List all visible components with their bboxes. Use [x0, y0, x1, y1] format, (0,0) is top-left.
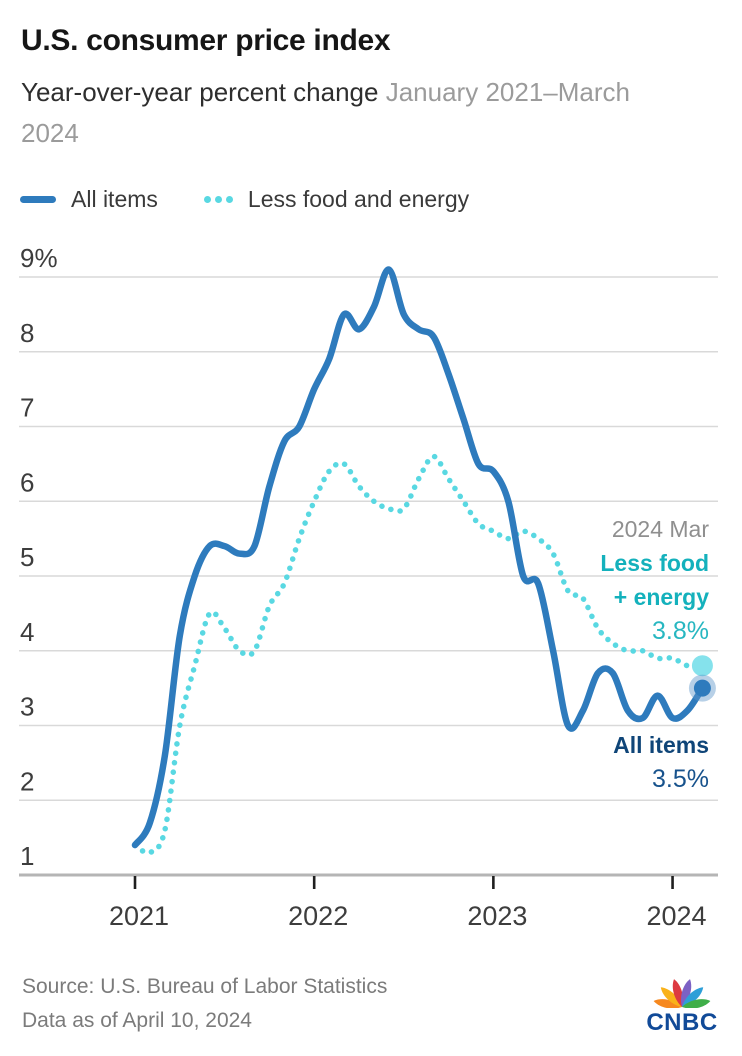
legend-label-core: Less food and energy — [247, 186, 470, 212]
page-title: U.S. consumer price index — [21, 24, 391, 57]
cnbc-wordmark: CNBC — [646, 1009, 718, 1036]
core-annotation-line1: Less food — [600, 550, 709, 576]
legend-item-all-items: All items — [20, 186, 158, 213]
subtitle-main: Year-over-year percent change — [21, 77, 379, 107]
chart-subtitle: Year-over-year percent change January 20… — [21, 72, 681, 154]
legend-item-core: Less food and energy — [203, 186, 470, 213]
solid-line-swatch-icon — [20, 196, 56, 203]
y-axis-label: 7 — [20, 393, 34, 423]
y-axis-label: 9% — [20, 243, 58, 273]
source-note: Source: U.S. Bureau of Labor Statistics … — [22, 970, 387, 1038]
all-items-endpoint-dot — [693, 679, 711, 697]
chart-plot-area: 9% 8 7 6 5 4 3 2 1 2021 2022 2023 2024 — [0, 230, 742, 940]
y-axis-label: 8 — [20, 318, 34, 348]
as-of-line: Data as of April 10, 2024 — [22, 1009, 252, 1032]
all-items-annotation-label: All items — [613, 732, 709, 758]
chart-legend: All items Less food and energy — [20, 186, 469, 213]
y-axis-label: 1 — [20, 841, 34, 871]
all-items-annotation-value: 3.5% — [652, 765, 709, 793]
x-axis-label: 2022 — [288, 901, 348, 931]
y-axis-label: 6 — [20, 467, 34, 497]
cnbc-logo: CNBC — [634, 968, 730, 1037]
y-axis-label: 2 — [20, 766, 34, 796]
subtitle-date-range: January 2021–March 2024 — [21, 77, 630, 148]
x-axis-label: 2024 — [647, 901, 707, 931]
core-endpoint-annotation: 2024 Mar Less food + energy 3.8% — [600, 512, 709, 648]
x-axis-label: 2023 — [467, 901, 527, 931]
annotation-date: 2024 Mar — [611, 516, 709, 542]
x-axis-label: 2021 — [109, 901, 169, 931]
legend-label-all-items: All items — [71, 186, 158, 212]
peacock-icon — [653, 979, 711, 1008]
core-endpoint-dot — [691, 655, 713, 677]
core-annotation-line2: + energy — [613, 584, 709, 610]
core-annotation-value: 3.8% — [652, 617, 709, 645]
y-axis-label: 5 — [20, 542, 34, 572]
source-line: Source: U.S. Bureau of Labor Statistics — [22, 975, 388, 998]
cpi-line-chart: 9% 8 7 6 5 4 3 2 1 2021 2022 2023 2024 — [19, 243, 718, 931]
y-axis-label: 4 — [20, 617, 34, 647]
y-axis-label: 3 — [20, 692, 34, 722]
series-line-less-food-and-energy — [132, 453, 706, 856]
all-items-endpoint-annotation: All items 3.5% — [613, 728, 709, 796]
dotted-line-swatch-icon — [203, 196, 233, 203]
series-line-all-items — [131, 266, 706, 849]
